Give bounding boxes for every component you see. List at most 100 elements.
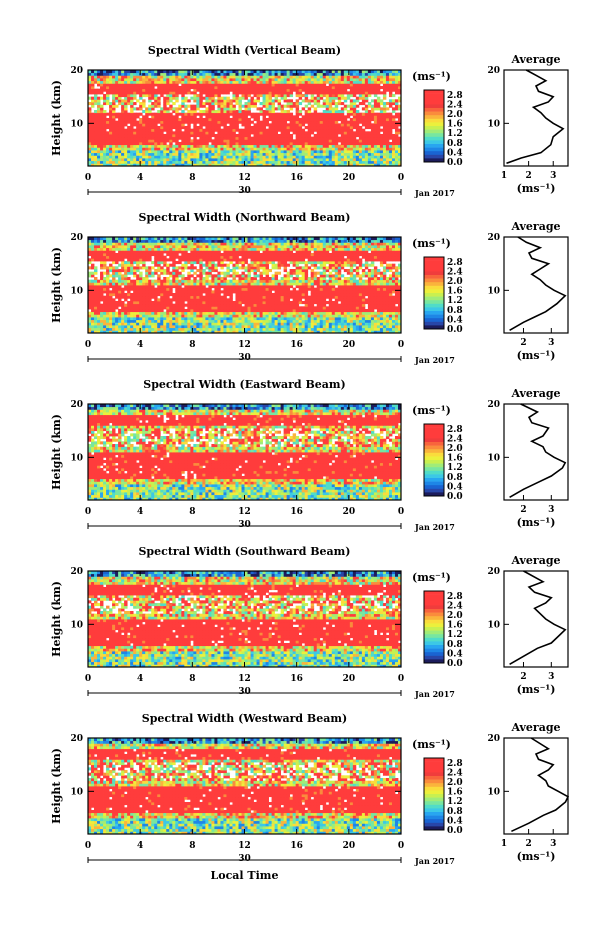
heatmap-cell (166, 144, 170, 148)
colorbar-tick-label: 2.0 (447, 110, 463, 120)
heatmap-cell (310, 314, 315, 318)
heatmap-cell (298, 86, 303, 90)
heatmap-cell (181, 144, 185, 148)
heatmap-cell (343, 163, 348, 167)
heatmap-cell (88, 83, 92, 87)
heatmap-cell (217, 110, 221, 114)
heatmap-cell (172, 325, 176, 329)
heatmap-cell (340, 83, 345, 87)
heatmap-cell (154, 298, 158, 302)
heatmap-cell (103, 110, 107, 114)
heatmap-cell (196, 104, 200, 108)
heatmap-cell (100, 78, 104, 82)
heatmap-cell (166, 102, 170, 106)
heatmap-cell (94, 80, 98, 84)
heatmap-cell (154, 325, 158, 329)
heatmap-cell (367, 303, 372, 307)
heatmap-cell (151, 322, 155, 326)
heatmap-cell (385, 131, 390, 135)
heatmap-cell (385, 118, 390, 122)
heatmap-cell (139, 144, 143, 148)
heatmap-cell (280, 80, 285, 84)
heatmap-cell (328, 96, 333, 100)
heatmap-cell (241, 150, 245, 154)
heatmap-cell (127, 142, 131, 146)
heatmap-cell (391, 298, 396, 302)
heatmap-cell (220, 96, 224, 100)
heatmap-cell (136, 327, 140, 331)
heatmap-cell (175, 94, 179, 98)
heatmap-cell (106, 303, 110, 307)
heatmap-cell (196, 112, 200, 116)
heatmap-cell (385, 152, 390, 156)
heatmap-cell (181, 102, 185, 106)
heatmap-cell (142, 295, 146, 299)
heatmap-cell (349, 327, 354, 331)
heatmap-cell (262, 317, 266, 321)
heatmap-cell (331, 327, 336, 331)
heatmap-cell (340, 128, 345, 132)
heatmap-cell (151, 70, 155, 74)
heatmap-cell (304, 78, 309, 82)
heatmap-cell (175, 88, 179, 92)
heatmap-cell (247, 131, 251, 135)
heatmap-cell (316, 112, 321, 116)
heatmap-cell (397, 295, 402, 299)
heatmap-cell (121, 112, 125, 116)
heatmap-cell (118, 147, 122, 151)
heatmap-cell (313, 327, 318, 331)
heatmap-cell (325, 134, 330, 138)
heatmap-cell (352, 110, 357, 114)
heatmap-cell (325, 325, 330, 329)
heatmap-cell (298, 120, 303, 124)
heatmap-cell (268, 322, 272, 326)
heatmap-cell (265, 330, 269, 334)
heatmap-cell (115, 75, 119, 79)
heatmap-cell (226, 104, 230, 108)
heatmap-cell (217, 104, 221, 108)
heatmap-cell (334, 88, 339, 92)
heatmap-cell (130, 128, 134, 132)
heatmap-cell (136, 142, 140, 146)
heatmap-cell (232, 160, 236, 164)
heatmap-cell (256, 83, 260, 87)
heatmap-cell (139, 78, 143, 82)
heatmap-cell (127, 83, 131, 87)
heatmap-cell (169, 126, 173, 130)
heatmap-cell (223, 160, 227, 164)
heatmap-cell (376, 75, 381, 79)
heatmap-cell (355, 327, 360, 331)
heatmap-cell (199, 78, 203, 82)
heatmap-cell (298, 309, 303, 313)
heatmap-cell (385, 70, 390, 74)
heatmap-cell (193, 330, 197, 334)
heatmap-cell (127, 86, 131, 90)
heatmap-cell (280, 163, 285, 167)
heatmap-cell (247, 158, 251, 162)
heatmap-cell (142, 99, 146, 103)
heatmap-cell (262, 152, 266, 156)
heatmap-cell (316, 78, 321, 82)
heatmap-cell (145, 319, 149, 323)
heatmap-cell (286, 78, 291, 82)
heatmap-cell (358, 120, 363, 124)
heatmap-cell (259, 110, 263, 114)
heatmap-cell (88, 158, 92, 162)
heatmap-cell (304, 96, 309, 100)
heatmap-cell (268, 150, 272, 154)
heatmap-cell (211, 107, 215, 111)
heatmap-cell (376, 72, 381, 76)
heatmap-cell (265, 147, 269, 151)
heatmap-cell (280, 142, 285, 146)
heatmap-cell (196, 314, 200, 318)
heatmap-cell (349, 322, 354, 326)
heatmap-cell (262, 96, 266, 100)
heatmap-cell (385, 83, 390, 87)
heatmap-cell (211, 70, 215, 74)
heatmap-cell (157, 306, 161, 310)
heatmap-cell (220, 150, 224, 154)
heatmap-cell (205, 147, 209, 151)
heatmap-cell (385, 128, 390, 132)
heatmap-cell (361, 107, 366, 111)
heatmap-cell (142, 91, 146, 95)
